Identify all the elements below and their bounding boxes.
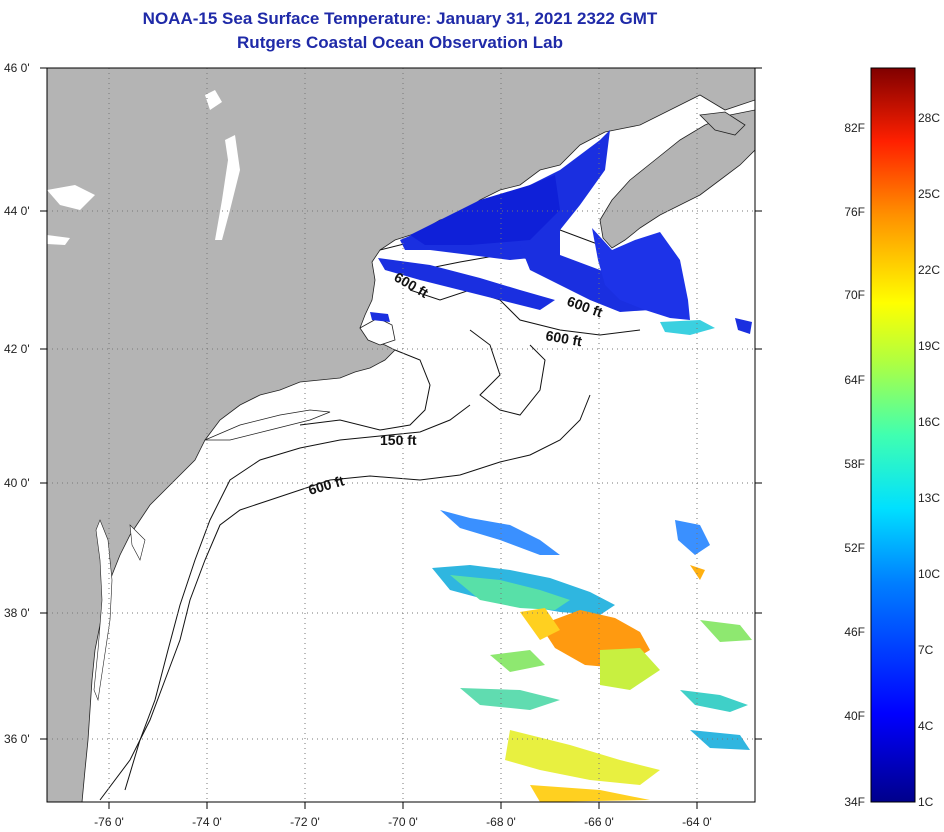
cb-f-76: 76F	[844, 205, 865, 219]
lat-label-36: 36 0'	[4, 732, 30, 746]
cb-f-70: 70F	[844, 288, 865, 302]
lon-label-76: -76 0'	[94, 815, 124, 829]
map-area: 600 ft 600 ft 600 ft 150 ft 600 ft	[47, 68, 755, 802]
graticule	[47, 68, 755, 802]
lat-label-38: 38 0'	[4, 606, 30, 620]
map-title: NOAA-15 Sea Surface Temperature: January…	[142, 9, 658, 28]
lon-label-64: -64 0'	[682, 815, 712, 829]
land-cape-breton	[699, 111, 746, 136]
map-subtitle: Rutgers Coastal Ocean Observation Lab	[237, 33, 563, 52]
cb-f-34: 34F	[844, 795, 865, 809]
land-nova-scotia	[599, 109, 755, 249]
lon-label-70: -70 0'	[388, 815, 418, 829]
cb-c-13: 13C	[918, 491, 940, 505]
cb-c-22: 22C	[918, 263, 940, 277]
lat-label-44: 44 0'	[4, 204, 30, 218]
lon-label-72: -72 0'	[290, 815, 320, 829]
map-frame	[46, 67, 756, 803]
cb-c-7: 7C	[918, 643, 934, 657]
cb-c-16: 16C	[918, 415, 940, 429]
colorbar-f-labels: 82F 76F 70F 64F 58F 52F 46F 40F 34F	[844, 121, 865, 809]
contour-label-3: 600 ft	[544, 327, 583, 349]
lat-label-40: 40 0'	[4, 476, 30, 490]
colorbar-c-labels: 28C 25C 22C 19C 16C 13C 10C 7C 4C 1C	[918, 111, 940, 809]
cb-c-10: 10C	[918, 567, 940, 581]
lat-label-46: 46 0'	[4, 61, 30, 75]
lon-label-74: -74 0'	[192, 815, 222, 829]
cb-c-28: 28C	[918, 111, 940, 125]
lon-label-66: -66 0'	[584, 815, 614, 829]
cb-f-40: 40F	[844, 709, 865, 723]
cb-f-64: 64F	[844, 373, 865, 387]
cb-f-46: 46F	[844, 625, 865, 639]
lat-label-42: 42 0'	[4, 342, 30, 356]
cb-c-1: 1C	[918, 795, 934, 809]
colorbar	[870, 67, 916, 803]
cb-c-25: 25C	[918, 187, 940, 201]
cb-c-19: 19C	[918, 339, 940, 353]
cb-c-4: 4C	[918, 719, 934, 733]
cb-f-82: 82F	[844, 121, 865, 135]
cb-f-52: 52F	[844, 541, 865, 555]
lon-label-68: -68 0'	[486, 815, 516, 829]
axis-ticks	[40, 67, 762, 809]
contour-label-4: 150 ft	[380, 432, 417, 448]
cb-f-58: 58F	[844, 457, 865, 471]
